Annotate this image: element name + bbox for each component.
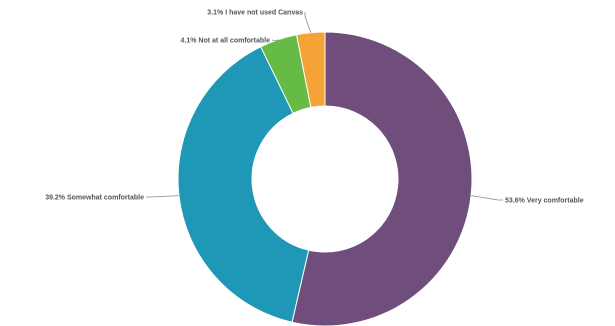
label-not-at-all-comfortable: 4.1% Not at all comfortable bbox=[181, 38, 271, 45]
leaders-layer bbox=[146, 12, 503, 201]
slice-somewhat-comfortable bbox=[177, 46, 310, 323]
label-somewhat-comfortable: 39.2% Somewhat comfortable bbox=[45, 195, 144, 202]
leader-not-at-all-comfortable bbox=[271, 39, 279, 42]
slices-layer bbox=[177, 31, 473, 326]
leader-not-used-canvas bbox=[304, 12, 312, 33]
label-not-used-canvas: 3.1% I have not used Canvas bbox=[207, 10, 303, 17]
labels-layer: 53.6% Very comfortable 39.2% Somewhat co… bbox=[45, 10, 584, 205]
label-very-comfortable: 53.6% Very comfortable bbox=[505, 198, 584, 205]
slice-very-comfortable bbox=[291, 31, 473, 326]
slice-not-used-canvas bbox=[295, 31, 326, 108]
leader-very-comfortable bbox=[471, 195, 503, 201]
leader-somewhat-comfortable bbox=[146, 195, 179, 198]
